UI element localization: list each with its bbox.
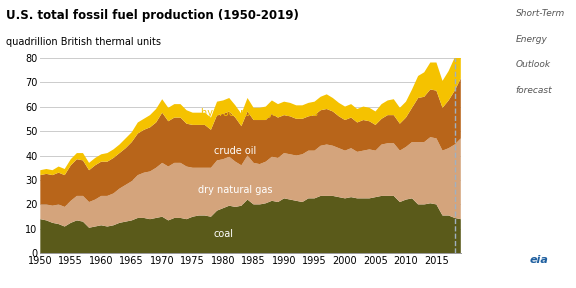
Text: forecast: forecast: [516, 86, 552, 95]
Text: Short-Term: Short-Term: [516, 9, 565, 18]
Text: U.S. total fossil fuel production (1950-2019): U.S. total fossil fuel production (1950-…: [6, 9, 298, 22]
Text: eia: eia: [530, 255, 549, 265]
Text: hydrocarbon gas liquids: hydrocarbon gas liquids: [201, 108, 318, 118]
Text: coal: coal: [213, 229, 233, 239]
Text: Energy: Energy: [516, 35, 547, 43]
Text: crude oil: crude oil: [214, 146, 256, 156]
Text: Outlook: Outlook: [516, 60, 551, 69]
Text: quadrillion British thermal units: quadrillion British thermal units: [6, 37, 161, 48]
Text: dry natural gas: dry natural gas: [198, 185, 272, 195]
